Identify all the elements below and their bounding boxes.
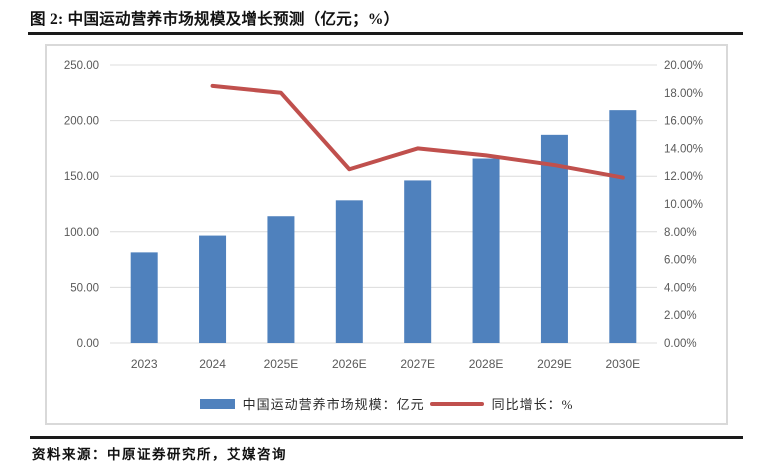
x-axis-label: 2023 (131, 357, 158, 371)
right-axis-tick-label: 20.00% (664, 60, 703, 72)
right-axis-tick-label: 16.00% (664, 116, 703, 128)
right-axis-tick-label: 8.00% (664, 227, 697, 239)
left-axis-tick-label: 0.00 (77, 338, 99, 350)
combo-chart: 0.00 50.00 100.00 150.00 200.00 250.00 0.00% 2.… (64, 60, 703, 371)
figure-title: 图 2: 中国运动营养市场规模及增长预测（亿元；%） (30, 11, 400, 28)
line-series-swatch (429, 401, 484, 406)
x-axis-label: 2028E (469, 357, 504, 371)
x-axis-label: 2026E (332, 357, 367, 371)
bar (404, 180, 432, 343)
right-axis-tick-label: 14.00% (664, 143, 703, 155)
left-axis-tick-label: 250.00 (64, 60, 99, 72)
x-axis-label: 2024 (199, 357, 226, 371)
legend-item-market-size: 中国运动营养市场规模：亿元 (199, 394, 425, 413)
left-axis-tick-label: 50.00 (70, 282, 99, 294)
right-axis-tick-label: 10.00% (664, 199, 703, 211)
footer-divider (30, 436, 743, 439)
right-axis-ticks: 0.00% 2.00% 4.00% 6.00% 8.00% 10.00% 12.00% 14.… (664, 60, 703, 350)
bar-series (130, 110, 637, 343)
x-axis-label: 2025E (264, 357, 299, 371)
right-axis-tick-label: 0.00% (664, 338, 697, 350)
x-axis-labels: 2023 2024 2025E 2026E 2027E 2028E 2029E 2030E (131, 357, 640, 371)
left-axis-tick-label: 100.00 (64, 227, 99, 239)
growth-line (210, 83, 625, 180)
legend-label: 同比增长：% (491, 397, 574, 412)
right-axis-tick-label: 2.00% (664, 310, 697, 322)
bar (472, 158, 500, 343)
bar (540, 134, 568, 343)
title-divider (28, 32, 743, 35)
x-axis-label: 2029E (537, 357, 572, 371)
chart-legend: 中国运动营养市场规模：亿元 同比增长：% (47, 394, 726, 413)
right-axis-tick-label: 4.00% (664, 282, 697, 294)
left-axis-ticks: 0.00 50.00 100.00 150.00 200.00 250.00 (64, 60, 99, 350)
legend-label: 中国运动营养市场规模：亿元 (242, 397, 425, 412)
x-axis-label: 2030E (605, 357, 640, 371)
bar (609, 110, 637, 343)
left-axis-tick-label: 200.00 (64, 116, 99, 128)
figure-source: 资料来源：中原证券研究所，艾媒咨询 (32, 447, 287, 462)
left-axis-tick-label: 150.00 (64, 171, 99, 183)
bar (130, 252, 158, 343)
bar-series-swatch (199, 398, 235, 409)
chart-panel: 0.00 50.00 100.00 150.00 200.00 250.00 0.00% 2.… (45, 44, 728, 425)
bar (267, 216, 295, 343)
right-axis-tick-label: 12.00% (664, 171, 703, 183)
bar (199, 235, 227, 343)
right-axis-tick-label: 18.00% (664, 88, 703, 100)
gridlines (110, 64, 657, 344)
bar (335, 200, 363, 343)
right-axis-tick-label: 6.00% (664, 255, 697, 267)
legend-item-growth: 同比增长：% (429, 394, 574, 413)
x-axis-label: 2027E (400, 357, 435, 371)
